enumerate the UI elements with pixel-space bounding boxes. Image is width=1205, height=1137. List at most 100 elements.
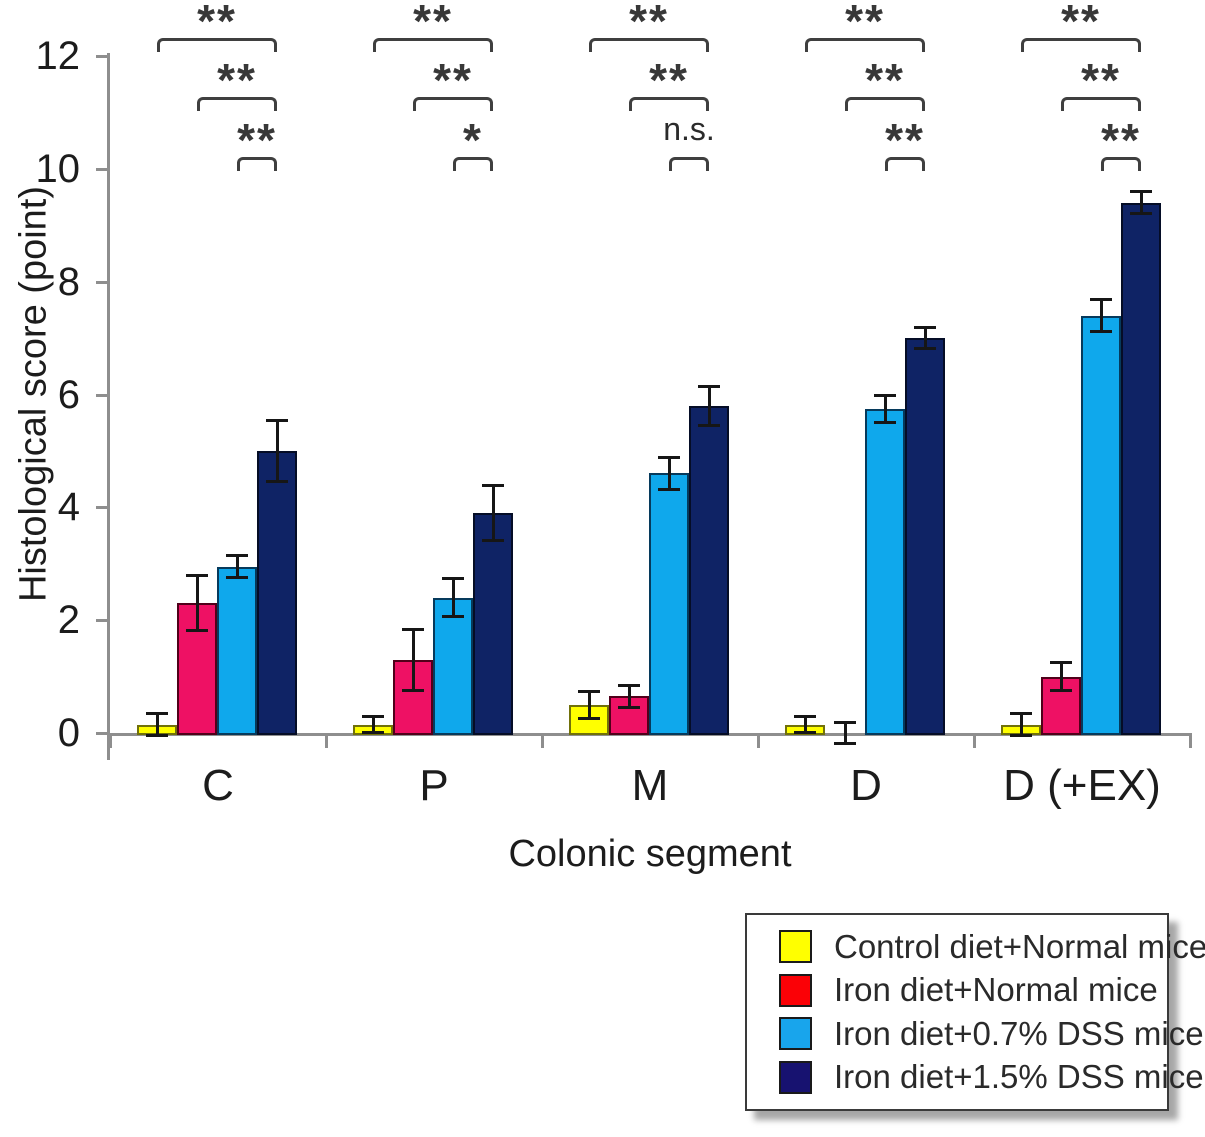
y-tick <box>96 55 107 58</box>
bar-d-ex-iron-diet-1.5-dss-mice <box>1121 202 1161 735</box>
bar-c-iron-diet-1.5-dss-mice <box>257 450 297 735</box>
error-bar-cap-bottom-d-iron-diet-0.7-dss-mice <box>874 420 896 424</box>
y-tick-label: 6 <box>57 372 80 417</box>
significance-label-d-ex-2: ** <box>1081 54 1121 106</box>
significance-label-d-ex-3: ** <box>1101 114 1141 166</box>
x-category-label: C <box>202 761 234 810</box>
error-bar-cap-top-d-iron-diet-0.7-dss-mice <box>874 393 896 397</box>
error-bar-cap-top-d-ex-iron-diet-1.5-dss-mice <box>1130 190 1152 194</box>
legend-swatch-iron-diet-0.7-dss-mice <box>779 1017 812 1051</box>
y-tick-label: 2 <box>57 598 80 643</box>
x-category-label: P <box>419 761 449 810</box>
significance-bracket-m-3 <box>669 157 709 171</box>
legend-row-iron-diet-0.7-dss-mice: Iron diet+0.7% DSS mice <box>779 1015 1204 1053</box>
bar-m-iron-diet-0.7-dss-mice <box>649 473 689 735</box>
x-tick <box>757 733 760 748</box>
error-bar-c-iron-diet-0.7-dss-mice <box>235 555 239 578</box>
legend-row-control-diet-normal-mice: Control diet+Normal mice <box>779 928 1205 966</box>
x-tick <box>973 733 976 748</box>
error-bar-cap-top-d-iron-diet-normal-mice <box>834 720 856 724</box>
significance-label-c-1: ** <box>197 0 237 47</box>
error-bar-p-iron-diet-normal-mice <box>411 628 415 691</box>
error-bar-cap-bottom-p-iron-diet-normal-mice <box>402 688 424 692</box>
error-bar-cap-top-m-iron-diet-normal-mice <box>618 684 640 688</box>
error-bar-cap-bottom-d-ex-iron-diet-1.5-dss-mice <box>1130 211 1152 215</box>
significance-label-m-3: n.s. <box>663 111 715 147</box>
error-bar-c-iron-diet-1.5-dss-mice <box>275 419 279 482</box>
error-bar-d-ex-control-diet-normal-mice <box>1019 713 1023 736</box>
legend-swatch-iron-diet-normal-mice <box>779 973 812 1007</box>
x-category-label: D (+EX) <box>1003 761 1161 810</box>
error-bar-c-control-diet-normal-mice <box>155 713 159 736</box>
plot-area: 0 2 4 6 8 10 12 C P M D D (+EX) ** ** ** ** ** * ** ** n.s. *… <box>36 0 1192 810</box>
error-bar-d-ex-iron-diet-normal-mice <box>1059 662 1063 691</box>
x-tick <box>541 733 544 748</box>
legend-swatch-control-diet-normal-mice <box>779 930 812 964</box>
error-bar-cap-top-p-iron-diet-normal-mice <box>402 627 424 631</box>
significance-label-d-1: ** <box>845 0 885 47</box>
y-tick <box>96 167 107 171</box>
significance-label-c-2: ** <box>217 54 257 106</box>
error-bar-cap-bottom-c-control-diet-normal-mice <box>146 733 168 737</box>
significance-bracket-d-ex-2 <box>1061 97 1141 111</box>
legend-label: Iron diet+1.5% DSS mice <box>834 1058 1204 1096</box>
error-bar-cap-top-p-iron-diet-1.5-dss-mice <box>482 483 504 487</box>
error-bar-p-control-diet-normal-mice <box>371 716 375 733</box>
y-tick-label: 0 <box>57 711 80 755</box>
error-bar-cap-top-d-control-diet-normal-mice <box>794 715 816 719</box>
x-axis-title: Colonic segment <box>508 833 792 875</box>
error-bar-cap-bottom-d-control-diet-normal-mice <box>794 731 816 734</box>
legend: Control diet+Normal mice Iron diet+Normal… <box>745 913 1205 1111</box>
error-bar-cap-bottom-c-iron-diet-normal-mice <box>186 629 208 633</box>
significance-bracket-m-1 <box>589 38 709 52</box>
error-bar-d-control-diet-normal-mice <box>803 716 807 733</box>
bar-m-iron-diet-1.5-dss-mice <box>689 405 729 735</box>
significance-bracket-d-ex-1 <box>1021 38 1141 52</box>
significance-bracket-m-2 <box>629 97 709 111</box>
bar-p-iron-diet-0.7-dss-mice <box>433 597 473 735</box>
error-bar-cap-bottom-m-iron-diet-normal-mice <box>618 705 640 709</box>
error-bar-m-iron-diet-0.7-dss-mice <box>667 456 671 491</box>
significance-bracket-p-3 <box>453 157 493 171</box>
significance-bracket-d-1 <box>805 38 925 52</box>
error-bar-d-ex-iron-diet-0.7-dss-mice <box>1099 298 1103 333</box>
error-bar-d-iron-diet-normal-mice <box>843 721 847 745</box>
error-bar-m-iron-diet-normal-mice <box>627 685 631 708</box>
x-tick <box>109 733 112 748</box>
error-bar-d-iron-diet-1.5-dss-mice <box>923 326 927 350</box>
error-bar-cap-top-c-iron-diet-0.7-dss-mice <box>226 554 248 558</box>
error-bar-cap-bottom-p-control-diet-normal-mice <box>362 731 384 734</box>
error-bar-cap-bottom-p-iron-diet-0.7-dss-mice <box>442 615 464 619</box>
error-bar-cap-top-p-control-diet-normal-mice <box>362 715 384 719</box>
legend-label: Iron diet+0.7% DSS mice <box>834 1014 1204 1052</box>
error-bar-cap-bottom-d-iron-diet-normal-mice <box>834 742 856 746</box>
error-bar-m-iron-diet-1.5-dss-mice <box>707 386 711 426</box>
significance-bracket-d-3 <box>885 157 925 171</box>
bar-p-iron-diet-1.5-dss-mice <box>473 512 513 735</box>
significance-bracket-p-1 <box>373 38 493 52</box>
error-bar-cap-top-m-iron-diet-1.5-dss-mice <box>698 385 720 389</box>
significance-label-d-2: ** <box>865 54 905 106</box>
y-tick <box>96 393 107 397</box>
significance-bracket-d-ex-3 <box>1101 157 1141 171</box>
significance-bracket-p-2 <box>413 97 493 111</box>
significance-label-m-2: ** <box>649 54 689 106</box>
legend-row-iron-diet-1.5-dss-mice: Iron diet+1.5% DSS mice <box>779 1058 1204 1096</box>
error-bar-cap-bottom-d-ex-iron-diet-0.7-dss-mice <box>1090 330 1112 334</box>
legend-row-iron-diet-normal-mice: Iron diet+Normal mice <box>779 971 1167 1009</box>
error-bar-d-ex-iron-diet-1.5-dss-mice <box>1139 191 1143 214</box>
y-axis-line <box>107 53 110 760</box>
bar-d-iron-diet-0.7-dss-mice <box>865 408 905 735</box>
x-category-label: D <box>850 761 882 810</box>
significance-bracket-d-2 <box>845 97 925 111</box>
bar-d-ex-iron-diet-0.7-dss-mice <box>1081 315 1121 735</box>
error-bar-c-iron-diet-normal-mice <box>195 575 199 632</box>
error-bar-p-iron-diet-1.5-dss-mice <box>491 484 495 542</box>
bar-c-iron-diet-0.7-dss-mice <box>217 566 257 735</box>
significance-label-c-3: ** <box>237 114 277 166</box>
error-bar-cap-bottom-c-iron-diet-1.5-dss-mice <box>266 479 288 483</box>
legend-swatch-iron-diet-1.5-dss-mice <box>779 1060 812 1094</box>
significance-label-m-1: ** <box>629 0 669 47</box>
error-bar-cap-top-d-ex-iron-diet-0.7-dss-mice <box>1090 297 1112 301</box>
x-tick <box>1189 733 1192 748</box>
